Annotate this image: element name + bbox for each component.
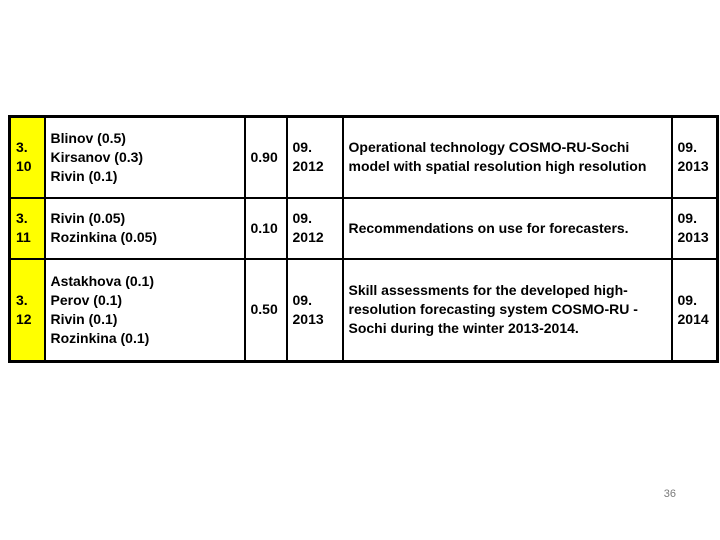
table-row: 3. 10 Blinov (0.5) Kirsanov (0.3) Rivin … xyxy=(8,115,719,199)
description-cell: Recommendations on use for forecasters. xyxy=(341,196,673,260)
date-line: 09. xyxy=(677,210,697,226)
authors-cell: Blinov (0.5) Kirsanov (0.3) Rivin (0.1) xyxy=(43,115,246,199)
table-row: 3. 12 Astakhova (0.1) Perov (0.1) Rivin … xyxy=(8,257,719,363)
date-line: 2013 xyxy=(292,310,324,327)
author-line: Rozinkina (0.1) xyxy=(50,329,150,346)
row-id-line: 11 xyxy=(16,229,31,245)
page-number: 36 xyxy=(663,488,676,500)
date-line: 2013 xyxy=(677,229,709,245)
author-line: Astakhova (0.1) xyxy=(50,272,154,289)
authors-cell: Astakhova (0.1) Perov (0.1) Rivin (0.1) … xyxy=(43,257,246,363)
author-line: Rivin (0.1) xyxy=(50,310,118,327)
date-line: 09. xyxy=(677,139,697,156)
author-line: Rozinkina (0.05) xyxy=(50,229,158,245)
start-date-cell: 09. 2012 xyxy=(285,115,344,199)
end-date-cell: 09. 2014 xyxy=(670,257,719,363)
row-id-line: 10 xyxy=(16,158,32,175)
date-line: 2012 xyxy=(292,158,324,175)
row-id-line: 3. xyxy=(16,210,28,226)
weight-cell: 0.90 xyxy=(243,115,288,199)
table-row: 3. 11 Rivin (0.05) Rozinkina (0.05) 0.10… xyxy=(8,196,719,260)
date-line: 2012 xyxy=(292,229,324,245)
author-line: Rivin (0.05) xyxy=(50,210,126,226)
row-id-cell: 3. 11 xyxy=(8,196,46,260)
weight-cell: 0.50 xyxy=(243,257,288,363)
description-cell: Skill assessments for the developed high… xyxy=(341,257,673,363)
start-date-cell: 09. 2012 xyxy=(285,196,344,260)
author-line: Kirsanov (0.3) xyxy=(50,148,144,165)
projects-table: 3. 10 Blinov (0.5) Kirsanov (0.3) Rivin … xyxy=(8,115,719,363)
authors-cell: Rivin (0.05) Rozinkina (0.05) xyxy=(43,196,246,260)
row-id-cell: 3. 12 xyxy=(8,257,46,363)
author-line: Blinov (0.5) xyxy=(50,129,126,146)
date-line: 09. xyxy=(292,210,312,226)
date-line: 2014 xyxy=(677,310,709,327)
date-line: 09. xyxy=(677,291,697,308)
row-id-line: 3. xyxy=(16,291,28,308)
date-line: 2013 xyxy=(677,158,709,175)
date-line: 09. xyxy=(292,291,312,308)
row-id-line: 12 xyxy=(16,310,32,327)
weight-cell: 0.10 xyxy=(243,196,288,260)
description-cell: Operational technology COSMO-RU-Sochi mo… xyxy=(341,115,673,199)
author-line: Rivin (0.1) xyxy=(50,167,118,184)
end-date-cell: 09. 2013 xyxy=(670,196,719,260)
author-line: Perov (0.1) xyxy=(50,291,123,308)
date-line: 09. xyxy=(292,139,312,156)
end-date-cell: 09. 2013 xyxy=(670,115,719,199)
start-date-cell: 09. 2013 xyxy=(285,257,344,363)
row-id-line: 3. xyxy=(16,139,28,156)
row-id-cell: 3. 10 xyxy=(8,115,46,199)
